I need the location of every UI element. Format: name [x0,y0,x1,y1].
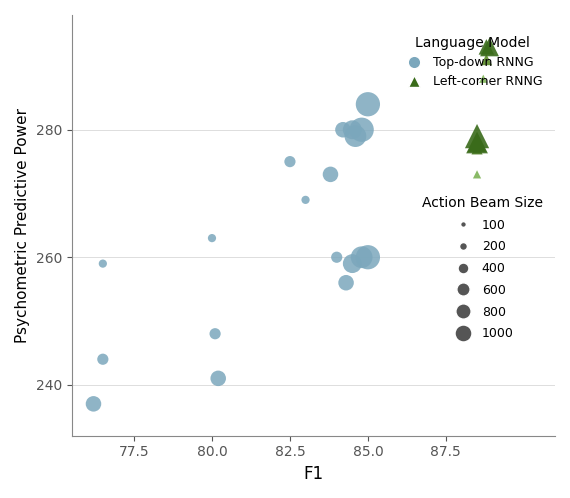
Point [482,43,491,51]
Point [210,330,219,338]
X-axis label: F1: F1 [303,465,323,483]
Point [98,355,107,363]
Point [473,138,482,146]
Point [301,196,310,204]
Point [473,138,482,146]
Point [363,253,372,261]
Point [482,56,491,64]
Point [339,126,348,134]
Point [473,170,482,178]
Point [286,158,295,166]
Point [485,43,494,51]
Point [351,132,360,140]
Point [357,253,366,261]
Point [348,126,357,134]
Point [341,279,351,287]
Point [326,170,335,178]
Point [98,259,107,267]
Point [473,132,482,140]
Point [357,126,366,134]
Point [332,253,341,261]
Point [363,100,372,108]
Point [348,259,357,267]
Legend: 100, 200, 400, 600, 800, 1000: 100, 200, 400, 600, 800, 1000 [416,190,549,347]
Y-axis label: Psychometric Predictive Power: Psychometric Predictive Power [15,108,30,343]
Point [473,138,482,146]
Point [473,145,482,153]
Point [207,234,217,242]
Point [479,75,488,83]
Point [214,374,223,382]
Point [89,400,98,408]
